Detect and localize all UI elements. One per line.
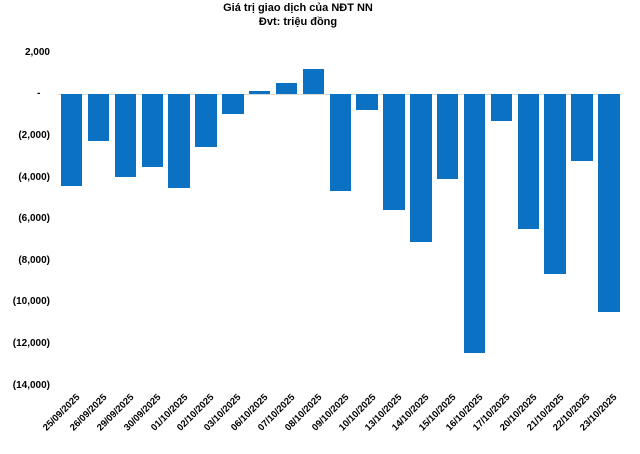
y-axis-label: - <box>37 88 41 100</box>
chart-header: Giá trị giao dịch của NĐT NN Đvt: triệu … <box>0 1 596 29</box>
bar-26/09/2025 <box>87 94 110 142</box>
y-axis-label: (10,000) <box>12 296 50 308</box>
bar-14/10/2025 <box>410 94 432 242</box>
bar-21/10/2025 <box>544 94 566 274</box>
y-axis-label: (12,000) <box>12 337 50 349</box>
bar-03/10/2025 <box>222 94 244 115</box>
bar-07/10/2025 <box>275 82 298 95</box>
bar-22/10/2025 <box>571 94 593 162</box>
y-axis-label: (2,000) <box>18 129 50 141</box>
bar-16/10/2025 <box>463 94 486 353</box>
bar-06/10/2025 <box>249 90 271 95</box>
y-axis-label: (8,000) <box>18 254 50 266</box>
bar-20/10/2025 <box>517 94 539 230</box>
bar-29/09/2025 <box>114 94 137 178</box>
y-axis-label: (14,000) <box>12 379 50 391</box>
bar-30/09/2025 <box>141 94 163 168</box>
bar-15/10/2025 <box>437 94 459 180</box>
bar-02/10/2025 <box>195 94 217 147</box>
bar-10/10/2025 <box>356 94 378 111</box>
bar-17/10/2025 <box>490 94 513 122</box>
bar-25/09/2025 <box>61 94 83 186</box>
y-axis-label: 2,000 <box>24 46 50 58</box>
y-axis-label: (4,000) <box>18 171 50 183</box>
chart-title: Giá trị giao dịch của NĐT NN <box>223 2 373 14</box>
bar-08/10/2025 <box>302 69 325 95</box>
bar-01/10/2025 <box>168 94 190 188</box>
y-axis-label: (6,000) <box>18 213 50 225</box>
bar-13/10/2025 <box>383 94 405 210</box>
chart-subtitle: Đvt: triệu đồng <box>258 16 338 28</box>
bar-23/10/2025 <box>598 94 620 313</box>
bar-09/10/2025 <box>329 94 351 192</box>
